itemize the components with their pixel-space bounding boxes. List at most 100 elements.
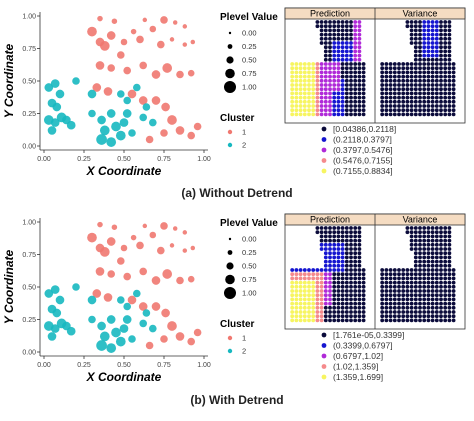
map-cell	[422, 314, 427, 319]
map-cell	[319, 293, 324, 298]
map-cell	[298, 87, 303, 92]
size-legend-key	[227, 44, 233, 49]
map-cell	[349, 280, 353, 285]
size-legend-label: 1.00	[242, 83, 257, 92]
cluster-1-point	[193, 122, 202, 131]
map-cell	[311, 112, 316, 117]
map-cell	[447, 104, 452, 108]
map-cell	[328, 49, 332, 54]
map-cell	[418, 83, 422, 87]
cluster-2-point	[50, 118, 60, 127]
cluster-1-point	[139, 61, 147, 70]
map-cell	[315, 78, 320, 83]
cluster-1-point	[99, 41, 110, 51]
cluster-1-point	[175, 332, 185, 341]
map-cell	[443, 20, 448, 24]
cluster-legend-title: Cluster	[220, 113, 255, 124]
map-cell	[384, 301, 389, 306]
map-cell	[443, 91, 448, 96]
map-cell	[298, 112, 303, 117]
map-cell	[418, 272, 422, 277]
map-cell	[290, 87, 295, 92]
map-cell	[340, 74, 345, 79]
map-cell	[349, 78, 353, 83]
map-cell	[319, 310, 324, 314]
map-cell	[315, 20, 320, 24]
map-cell	[344, 87, 349, 92]
map-cell	[319, 78, 324, 83]
cluster-1-point	[157, 40, 165, 49]
map-cell	[418, 70, 422, 75]
x-axis-title: X Coordinate	[86, 164, 162, 178]
map-cell	[344, 70, 349, 75]
cluster-1-point	[160, 222, 168, 230]
map-cell	[384, 112, 389, 117]
map-cell	[290, 91, 295, 96]
map-cell	[397, 276, 401, 281]
map-cell	[388, 276, 393, 281]
map-cell	[409, 41, 414, 45]
map-cell	[397, 284, 401, 289]
map-cell	[357, 95, 362, 100]
map-cell	[344, 62, 349, 66]
map-cell	[319, 276, 324, 281]
map-cell	[434, 284, 439, 289]
map-cell	[405, 318, 410, 323]
map-cell	[349, 276, 353, 281]
map-cell	[353, 91, 358, 96]
map-cell	[426, 301, 431, 306]
map-cell	[319, 95, 324, 100]
map-cell	[443, 45, 448, 50]
bin-legend-label: (1.359,1.699]	[333, 372, 383, 382]
map-cell	[401, 318, 406, 323]
map-cell	[443, 87, 448, 92]
cluster-legend-key	[227, 335, 233, 341]
map-cell	[344, 284, 349, 289]
map-cell	[434, 49, 439, 54]
map-cell	[340, 305, 345, 310]
map-cell	[340, 112, 345, 117]
map-cell	[439, 36, 443, 41]
map-cell	[384, 104, 389, 108]
map-cell	[443, 99, 448, 104]
map-cell	[336, 28, 341, 33]
map-cell	[353, 247, 358, 251]
map-cell	[413, 36, 418, 41]
map-cell	[439, 234, 443, 239]
map-cell	[332, 32, 337, 37]
map-cell	[443, 314, 448, 319]
map-cell	[397, 314, 401, 319]
map-cell	[298, 289, 303, 293]
map-cell	[298, 314, 303, 319]
map-cell	[388, 95, 393, 100]
map-cell	[392, 268, 397, 272]
map-cell	[361, 87, 366, 92]
map-cell	[307, 297, 311, 302]
map-cell	[447, 74, 452, 79]
map-cell	[328, 78, 332, 83]
cluster-2-point	[96, 134, 107, 145]
map-cell	[397, 297, 401, 302]
map-cell	[430, 276, 435, 281]
map-cell	[426, 49, 431, 54]
map-cell	[357, 268, 362, 272]
map-cell	[340, 242, 345, 247]
map-cell	[357, 255, 362, 260]
map-cell	[426, 62, 431, 66]
map-cell	[302, 83, 307, 87]
map-cell	[451, 91, 456, 96]
cluster-2-point	[50, 324, 60, 333]
map-cell	[319, 234, 324, 239]
map-cell	[426, 83, 431, 87]
map-cell	[392, 301, 397, 306]
map-cell	[439, 280, 443, 285]
map-cell	[344, 83, 349, 87]
map-cell	[353, 104, 358, 108]
map-cell	[426, 45, 431, 50]
map-cell	[332, 255, 337, 260]
map-cell	[344, 280, 349, 285]
map-cell	[405, 91, 410, 96]
map-cell	[340, 259, 345, 264]
map-cell	[418, 32, 422, 37]
